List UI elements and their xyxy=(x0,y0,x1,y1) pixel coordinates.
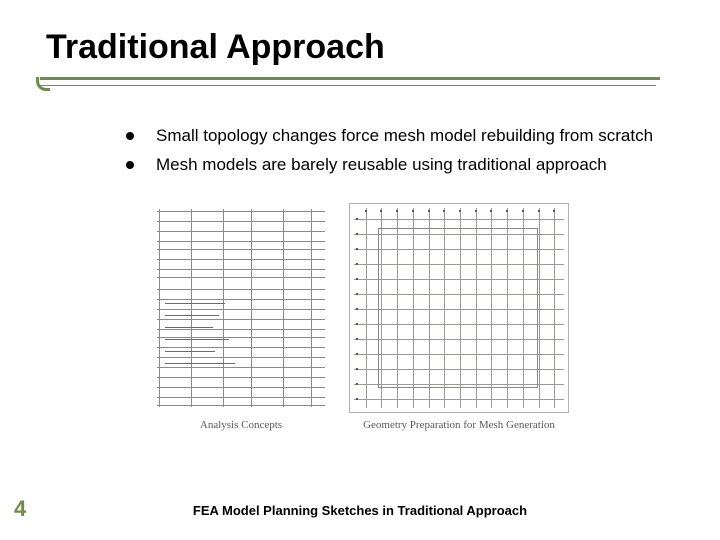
slide: Traditional Approach Small topology chan… xyxy=(0,0,720,540)
bullet-text: Small topology changes force mesh model … xyxy=(156,125,653,148)
page-number: 4 xyxy=(14,496,26,522)
figure-b: Geometry Preparation for Mesh Generation xyxy=(349,203,569,431)
underline-thin xyxy=(40,85,656,86)
slide-title: Traditional Approach xyxy=(40,28,680,77)
figure-a: Analysis Concepts xyxy=(151,203,331,431)
figure-a-image xyxy=(151,203,331,413)
title-underline xyxy=(40,77,680,91)
bullet-list: Small topology changes force mesh model … xyxy=(126,125,660,177)
figure-b-image xyxy=(349,203,569,413)
bullet-text: Mesh models are barely reusable using tr… xyxy=(156,154,607,177)
bullet-icon xyxy=(126,161,134,169)
figure-row: Analysis Concepts Geometry Preparation f… xyxy=(40,203,680,431)
title-block: Traditional Approach xyxy=(40,28,680,91)
list-item: Mesh models are barely reusable using tr… xyxy=(126,154,660,177)
figure-b-caption: Geometry Preparation for Mesh Generation xyxy=(363,419,555,431)
footer-caption: FEA Model Planning Sketches in Tradition… xyxy=(0,503,720,518)
figure-a-caption: Analysis Concepts xyxy=(200,419,282,431)
underline-thick xyxy=(40,77,660,80)
list-item: Small topology changes force mesh model … xyxy=(126,125,660,148)
bullet-icon xyxy=(126,132,134,140)
